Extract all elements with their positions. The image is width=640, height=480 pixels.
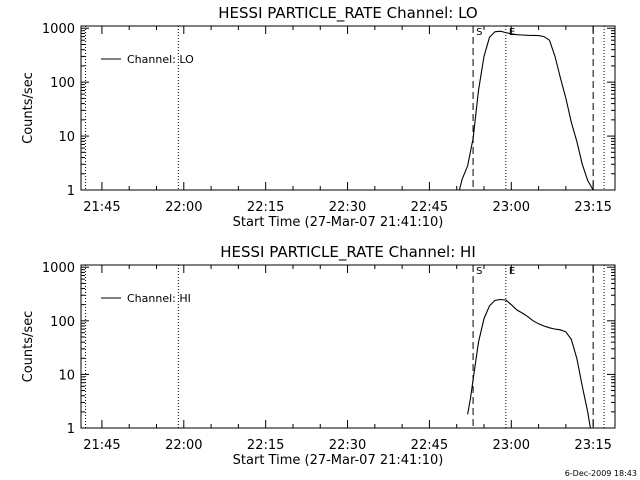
x-axis-label-lo: Start Time (27-Mar-07 21:41:10) xyxy=(233,215,444,230)
x-tick-label-lo: 21:45 xyxy=(83,200,120,215)
x-tick-label-hi: 22:15 xyxy=(247,438,284,453)
legend-entry-lo: Channel: LO xyxy=(127,53,194,66)
x-axis-label-hi: Start Time (27-Mar-07 21:41:10) xyxy=(233,453,444,468)
x-tick-label-hi: 22:30 xyxy=(329,438,366,453)
x-tick-label-hi: 23:15 xyxy=(574,438,611,453)
y-tick-label-lo: 1 xyxy=(67,184,75,199)
y-tick-label-lo: 100 xyxy=(50,76,75,91)
x-tick-label-lo: 22:30 xyxy=(329,200,366,215)
chart-title-hi: HESSI PARTICLE_RATE Channel: HI xyxy=(220,243,476,262)
y-axis-label-hi: Counts/sec xyxy=(21,311,36,383)
marker-label-lo: S xyxy=(476,27,482,38)
series-line-hi xyxy=(467,298,591,429)
x-tick-label-hi: 21:45 xyxy=(83,438,120,453)
legend-entry-hi: Channel: HI xyxy=(127,292,191,305)
plot-frame-lo xyxy=(80,25,616,191)
y-tick-label-hi: 1 xyxy=(67,422,75,437)
x-tick-label-lo: 23:15 xyxy=(574,200,611,215)
series-line-lo xyxy=(458,30,599,191)
y-tick-label-lo: 10 xyxy=(58,130,75,145)
x-tick-label-lo: 23:00 xyxy=(493,200,530,215)
timestamp: 6-Dec-2009 18:43 xyxy=(565,469,637,478)
y-tick-label-hi: 100 xyxy=(50,315,75,330)
x-tick-label-lo: 22:00 xyxy=(165,200,202,215)
x-tick-label-lo: 22:15 xyxy=(247,200,284,215)
marker-label-hi: E xyxy=(509,266,515,277)
x-tick-label-hi: 22:00 xyxy=(165,438,202,453)
marker-label-lo: E xyxy=(509,27,515,38)
y-tick-label-lo: 1000 xyxy=(42,22,75,37)
x-tick-label-hi: 23:00 xyxy=(493,438,530,453)
y-axis-label-lo: Counts/sec xyxy=(21,72,36,144)
chart-title-lo: HESSI PARTICLE_RATE Channel: LO xyxy=(218,4,477,23)
x-tick-label-lo: 22:45 xyxy=(411,200,448,215)
x-tick-label-hi: 22:45 xyxy=(411,438,448,453)
plot-frame-hi xyxy=(80,264,616,429)
marker-label-hi: S xyxy=(476,266,482,277)
y-tick-label-hi: 1000 xyxy=(42,261,75,276)
y-tick-label-hi: 10 xyxy=(58,368,75,383)
